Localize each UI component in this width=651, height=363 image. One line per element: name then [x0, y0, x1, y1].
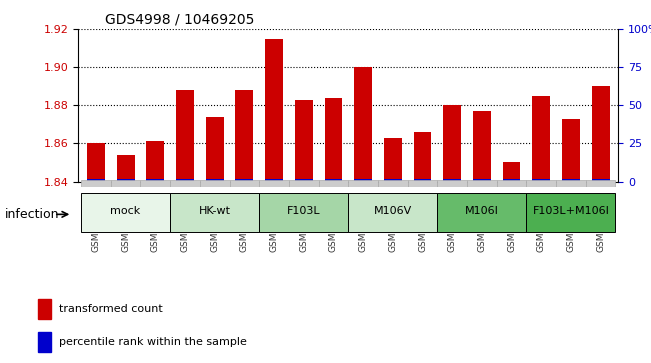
FancyBboxPatch shape: [259, 193, 348, 232]
Text: percentile rank within the sample: percentile rank within the sample: [59, 337, 247, 347]
Bar: [38, 299, 51, 319]
Bar: [117, 179, 135, 182]
Text: F103L+M106I: F103L+M106I: [533, 207, 609, 216]
FancyBboxPatch shape: [437, 193, 527, 232]
Text: M106I: M106I: [465, 207, 499, 216]
Bar: [265, 179, 283, 182]
Text: HK-wt: HK-wt: [199, 207, 230, 216]
FancyBboxPatch shape: [348, 180, 378, 187]
Text: transformed count: transformed count: [59, 304, 163, 314]
FancyBboxPatch shape: [230, 180, 259, 187]
Bar: [473, 111, 491, 182]
FancyBboxPatch shape: [556, 180, 586, 187]
Bar: [443, 105, 461, 182]
Text: mock: mock: [111, 207, 141, 216]
FancyBboxPatch shape: [170, 193, 259, 232]
Bar: [533, 96, 550, 182]
Bar: [503, 179, 521, 182]
Bar: [533, 179, 550, 182]
Bar: [592, 179, 609, 182]
FancyBboxPatch shape: [111, 180, 141, 187]
FancyBboxPatch shape: [437, 180, 467, 187]
Bar: [443, 179, 461, 182]
FancyBboxPatch shape: [318, 180, 348, 187]
Bar: [236, 90, 253, 182]
FancyBboxPatch shape: [408, 180, 437, 187]
FancyBboxPatch shape: [170, 180, 200, 187]
Bar: [38, 332, 51, 352]
Bar: [87, 143, 105, 182]
Bar: [562, 119, 580, 182]
Bar: [503, 162, 521, 182]
Text: infection: infection: [5, 208, 60, 221]
Bar: [413, 179, 432, 182]
FancyBboxPatch shape: [527, 180, 556, 187]
Bar: [265, 38, 283, 182]
Bar: [384, 138, 402, 182]
Bar: [325, 179, 342, 182]
FancyBboxPatch shape: [378, 180, 408, 187]
Bar: [325, 98, 342, 182]
Text: M106V: M106V: [374, 207, 412, 216]
Bar: [413, 132, 432, 182]
FancyBboxPatch shape: [141, 180, 170, 187]
Bar: [117, 155, 135, 182]
FancyBboxPatch shape: [348, 193, 437, 232]
FancyBboxPatch shape: [259, 180, 289, 187]
Bar: [295, 99, 312, 182]
Bar: [176, 90, 194, 182]
Bar: [236, 179, 253, 182]
Bar: [206, 117, 223, 182]
Bar: [473, 179, 491, 182]
FancyBboxPatch shape: [497, 180, 527, 187]
FancyBboxPatch shape: [289, 180, 318, 187]
FancyBboxPatch shape: [467, 180, 497, 187]
FancyBboxPatch shape: [81, 193, 170, 232]
FancyBboxPatch shape: [527, 193, 615, 232]
Bar: [592, 86, 609, 182]
Bar: [562, 179, 580, 182]
Text: GDS4998 / 10469205: GDS4998 / 10469205: [105, 12, 255, 26]
Bar: [146, 179, 164, 182]
Bar: [295, 179, 312, 182]
Bar: [87, 179, 105, 182]
Bar: [354, 67, 372, 182]
Text: F103L: F103L: [287, 207, 320, 216]
Bar: [354, 179, 372, 182]
Bar: [384, 179, 402, 182]
Bar: [176, 179, 194, 182]
Bar: [146, 142, 164, 182]
FancyBboxPatch shape: [81, 180, 111, 187]
Bar: [206, 179, 223, 182]
FancyBboxPatch shape: [200, 180, 230, 187]
FancyBboxPatch shape: [586, 180, 615, 187]
